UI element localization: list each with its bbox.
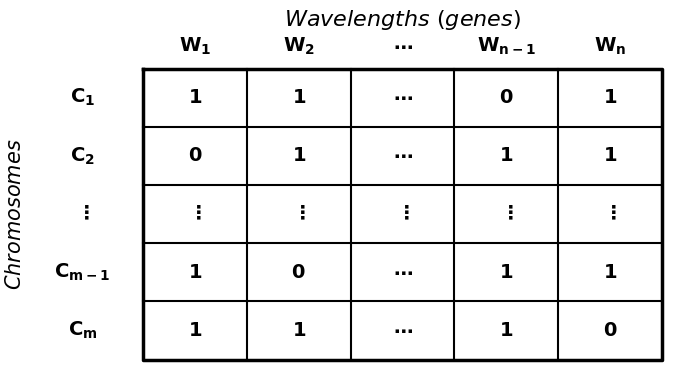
Text: $\mathbf{\vdots}$: $\mathbf{\vdots}$ <box>76 205 89 224</box>
Text: $\mathbf{\cdots}$: $\mathbf{\cdots}$ <box>393 37 412 56</box>
Text: $\mathbf{0}$: $\mathbf{0}$ <box>603 321 617 340</box>
Text: $\mathbf{0}$: $\mathbf{0}$ <box>292 263 306 282</box>
Text: $\mathbf{W_n}$: $\mathbf{W_n}$ <box>594 35 626 57</box>
Text: $\mathbf{\vdots}$: $\mathbf{\vdots}$ <box>603 205 617 224</box>
Text: $\mathbf{\cdots}$: $\mathbf{\cdots}$ <box>393 263 412 282</box>
Text: $\mathbf{1}$: $\mathbf{1}$ <box>603 146 617 165</box>
Text: $\mathbf{\vdots}$: $\mathbf{\vdots}$ <box>188 205 202 224</box>
Text: $\mathbf{1}$: $\mathbf{1}$ <box>499 321 514 340</box>
Text: $\mathbf{C_2}$: $\mathbf{C_2}$ <box>70 145 95 167</box>
Text: $\mathbf{1}$: $\mathbf{1}$ <box>292 146 306 165</box>
Text: $\mathbf{1}$: $\mathbf{1}$ <box>499 263 514 282</box>
Text: $\mathbf{0}$: $\mathbf{0}$ <box>499 88 514 107</box>
Text: $\mathbf{C_m}$: $\mathbf{C_m}$ <box>68 320 97 341</box>
Text: $\mathbf{C_1}$: $\mathbf{C_1}$ <box>70 87 95 108</box>
Text: $\bf{\mathit{Chromosomes}}$: $\bf{\mathit{Chromosomes}}$ <box>5 138 25 290</box>
Text: $\mathbf{1}$: $\mathbf{1}$ <box>603 263 617 282</box>
Text: $\mathbf{\cdots}$: $\mathbf{\cdots}$ <box>393 88 412 107</box>
Text: $\mathbf{1}$: $\mathbf{1}$ <box>603 88 617 107</box>
Text: $\mathbf{1}$: $\mathbf{1}$ <box>188 263 202 282</box>
Text: $\mathbf{\vdots}$: $\mathbf{\vdots}$ <box>396 205 410 224</box>
Text: $\mathbf{W_2}$: $\mathbf{W_2}$ <box>283 35 315 57</box>
Text: $\mathbf{1}$: $\mathbf{1}$ <box>188 321 202 340</box>
Text: $\mathbf{0}$: $\mathbf{0}$ <box>188 146 202 165</box>
Text: $\mathbf{\vdots}$: $\mathbf{\vdots}$ <box>500 205 513 224</box>
Text: $\mathbf{1}$: $\mathbf{1}$ <box>188 88 202 107</box>
Text: $\mathbf{C_{m-1}}$: $\mathbf{C_{m-1}}$ <box>54 262 110 283</box>
Text: $\mathbf{\vdots}$: $\mathbf{\vdots}$ <box>292 205 305 224</box>
Text: $\mathbf{\cdots}$: $\mathbf{\cdots}$ <box>393 146 412 165</box>
Text: $\mathbf{W_{n-1}}$: $\mathbf{W_{n-1}}$ <box>477 35 536 57</box>
Text: $\mathbf{1}$: $\mathbf{1}$ <box>292 321 306 340</box>
Text: $\bf{\mathit{Wavelengths\ (genes)}}$: $\bf{\mathit{Wavelengths\ (genes)}}$ <box>284 8 521 32</box>
Text: $\mathbf{1}$: $\mathbf{1}$ <box>292 88 306 107</box>
Text: $\mathbf{\cdots}$: $\mathbf{\cdots}$ <box>393 321 412 340</box>
Text: $\mathbf{1}$: $\mathbf{1}$ <box>499 146 514 165</box>
Text: $\mathbf{W_1}$: $\mathbf{W_1}$ <box>179 35 211 57</box>
